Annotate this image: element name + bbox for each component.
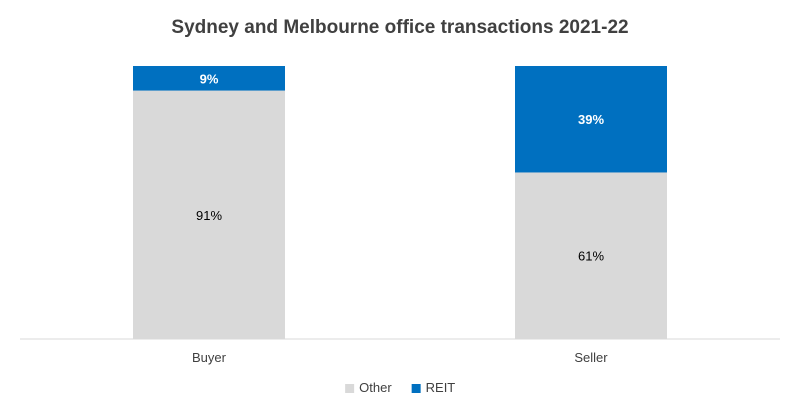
data-label-seller-other: 61% [578,249,604,264]
x-tick-label-buyer: Buyer [192,350,227,365]
legend-label-reit: REIT [426,380,456,395]
data-label-seller-reit: 39% [578,112,604,127]
legend: Other REIT [345,380,455,395]
bar-buyer-reit [133,66,285,91]
bar-buyer-other [133,90,285,339]
legend-swatch-other [345,384,355,393]
bar-seller-reit [515,66,667,173]
legend-swatch-reit [411,384,421,393]
x-tick-labels: Buyer Seller [192,350,608,365]
data-label-buyer-other: 91% [196,208,222,223]
bars-group: 91% 9% 61% 39% [133,66,667,339]
legend-label-other: Other [359,380,392,395]
bar-seller-other [515,172,667,339]
data-label-buyer-reit: 9% [200,71,219,86]
x-tick-label-seller: Seller [574,350,608,365]
chart-title: Sydney and Melbourne office transactions… [171,17,628,38]
